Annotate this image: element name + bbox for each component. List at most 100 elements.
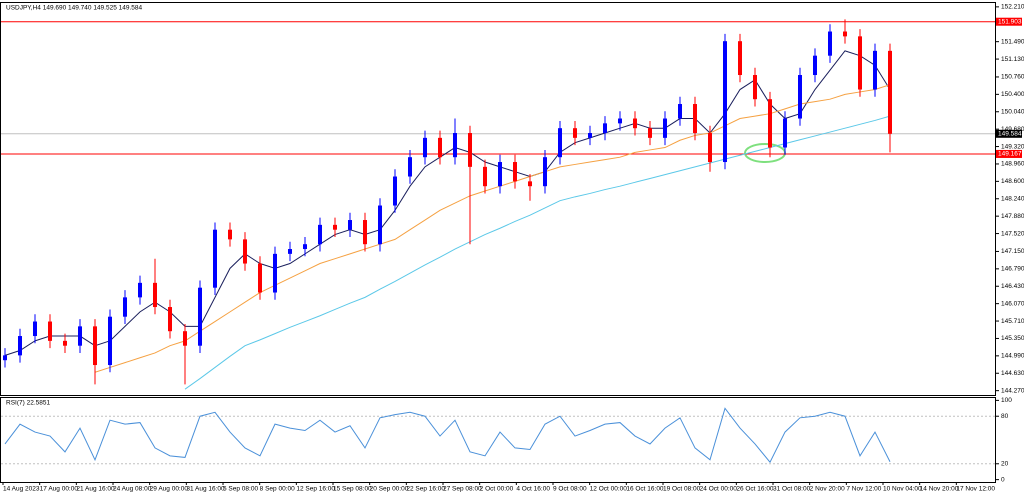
y-tick-label: 150.760 bbox=[1001, 74, 1024, 81]
level-label-bg bbox=[996, 129, 1022, 138]
candle-body bbox=[768, 99, 772, 148]
x-tick-label: 21 Aug 16:00 bbox=[76, 486, 115, 493]
highlight-ellipse bbox=[744, 143, 786, 163]
candle-body bbox=[648, 128, 652, 138]
y-tick-label: 146.070 bbox=[1001, 300, 1024, 307]
y-tick-label: 146.430 bbox=[1001, 283, 1024, 290]
x-tick-label: 2 Oct 00:00 bbox=[480, 486, 514, 493]
candle-body bbox=[108, 316, 112, 366]
x-tick-label: 15 Sep 08:00 bbox=[333, 486, 372, 493]
y-tick-label: 144.270 bbox=[1001, 387, 1024, 394]
price-panel-frame bbox=[0, 2, 996, 396]
x-tick-label: 14 Nov 20:00 bbox=[920, 486, 959, 493]
y-tick-label: 144.990 bbox=[1001, 353, 1024, 360]
candle-body bbox=[663, 118, 667, 138]
x-tick-label: 24 Aug 08:00 bbox=[113, 486, 152, 493]
x-tick-label: 17 Nov 12:00 bbox=[956, 486, 995, 493]
y-tick-label: 144.630 bbox=[1001, 370, 1024, 377]
y-tick-label: 148.240 bbox=[1001, 195, 1024, 202]
candle-body bbox=[543, 157, 547, 187]
candle-body bbox=[183, 331, 187, 346]
y-tick-label: 147.880 bbox=[1001, 213, 1024, 220]
candle-body bbox=[198, 287, 202, 346]
x-tick-label: 16 Oct 16:00 bbox=[626, 486, 664, 493]
x-tick-label: 29 Aug 00:00 bbox=[150, 486, 189, 493]
y-tick-label: 100 bbox=[1001, 397, 1012, 404]
x-tick-label: 22 Sep 16:00 bbox=[406, 486, 445, 493]
candle-body bbox=[318, 224, 322, 245]
x-tick-label: 19 Oct 08:00 bbox=[663, 486, 701, 493]
line-series bbox=[4, 407, 891, 464]
candle-body bbox=[633, 118, 637, 129]
candle-body bbox=[33, 321, 37, 337]
y-tick-label: 147.520 bbox=[1001, 230, 1024, 237]
candle-body bbox=[603, 123, 607, 134]
level-label: 151.903 bbox=[998, 18, 1022, 25]
level-label: 149.584 bbox=[998, 131, 1022, 138]
candle-body bbox=[813, 55, 817, 76]
level-label: 149.167 bbox=[998, 151, 1022, 158]
x-tick-label: 2 Nov 20:00 bbox=[810, 486, 845, 493]
y-tick-label: 150.400 bbox=[1001, 91, 1024, 98]
x-tick-label: 4 Oct 16:00 bbox=[516, 486, 550, 493]
candle-body bbox=[408, 157, 412, 177]
y-tick-label: 0 bbox=[1001, 476, 1005, 483]
x-tick-label: 9 Oct 08:00 bbox=[553, 486, 587, 493]
x-tick-label: 24 Oct 00:00 bbox=[700, 486, 738, 493]
x-tick-label: 14 Aug 2023 bbox=[3, 486, 40, 493]
chart-title: USDJPY,H4 149.690 149.740 149.525 149.58… bbox=[6, 5, 143, 12]
x-tick-label: 17 Aug 00:00 bbox=[40, 486, 79, 493]
level-label-bg bbox=[996, 149, 1022, 158]
y-tick-label: 20 bbox=[1001, 460, 1009, 467]
candle-body bbox=[363, 220, 367, 245]
rsi-panel-frame bbox=[0, 397, 996, 483]
y-tick-label: 152.210 bbox=[1001, 4, 1024, 11]
candle-body bbox=[753, 75, 757, 100]
candle-body bbox=[738, 41, 742, 76]
candle-body bbox=[453, 133, 457, 158]
y-tick-label: 80 bbox=[1001, 413, 1009, 420]
candle-body bbox=[348, 220, 352, 230]
candle-body bbox=[273, 253, 277, 293]
candle-body bbox=[258, 263, 262, 293]
candle-body bbox=[723, 41, 727, 163]
candle-body bbox=[828, 31, 832, 56]
candle-body bbox=[378, 205, 382, 245]
line-series bbox=[184, 115, 891, 390]
candle-body bbox=[708, 133, 712, 163]
y-tick-label: 151.490 bbox=[1001, 38, 1024, 45]
candle-body bbox=[468, 133, 472, 167]
x-tick-label: 20 Sep 00:00 bbox=[370, 486, 409, 493]
candle-body bbox=[93, 326, 97, 366]
candle-body bbox=[783, 118, 787, 148]
candle-body bbox=[393, 176, 397, 206]
candle-body bbox=[333, 224, 337, 230]
x-tick-label: 8 Sep 00:00 bbox=[260, 486, 295, 493]
candle-body bbox=[618, 118, 622, 124]
y-tick-label: 145.350 bbox=[1001, 335, 1024, 342]
y-tick-label: 148.960 bbox=[1001, 161, 1024, 168]
y-tick-label: 149.680 bbox=[1001, 126, 1024, 133]
line-series bbox=[94, 84, 891, 373]
candle-body bbox=[513, 162, 517, 182]
candle-body bbox=[3, 355, 7, 361]
x-tick-label: 10 Nov 04:00 bbox=[883, 486, 922, 493]
candle-body bbox=[528, 181, 532, 187]
y-tick-label: 146.790 bbox=[1001, 266, 1024, 273]
candle-body bbox=[243, 239, 247, 264]
candle-body bbox=[123, 297, 127, 317]
y-tick-label: 149.320 bbox=[1001, 143, 1024, 150]
y-tick-label: 147.150 bbox=[1001, 248, 1024, 255]
y-tick-label: 150.040 bbox=[1001, 108, 1024, 115]
candle-body bbox=[423, 137, 427, 158]
candle-body bbox=[213, 229, 217, 288]
candle-body bbox=[858, 36, 862, 90]
candle-body bbox=[483, 166, 487, 187]
candle-body bbox=[843, 31, 847, 37]
level-label-bg bbox=[996, 17, 1022, 26]
x-tick-label: 7 Nov 12:00 bbox=[846, 486, 881, 493]
candle-body bbox=[153, 282, 157, 308]
candle-body bbox=[168, 307, 172, 332]
candle-body bbox=[678, 104, 682, 119]
